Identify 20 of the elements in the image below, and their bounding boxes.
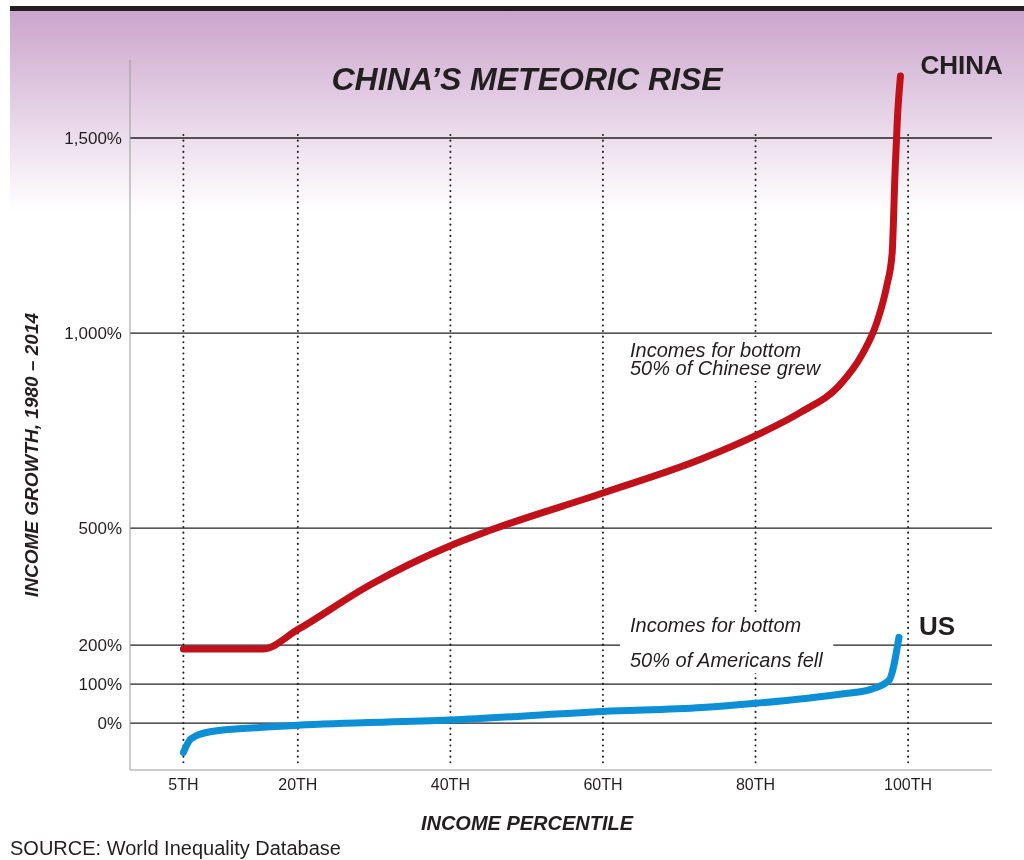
- y-axis-title: INCOME GROWTH, 1980 – 2014: [21, 312, 42, 598]
- x-tick-label: 20TH: [278, 776, 318, 793]
- x-tick-label: 60TH: [583, 776, 623, 793]
- annotation: Incomes for bottom 50% of Chinese grew: [630, 339, 822, 379]
- x-tick-label: 100TH: [884, 776, 933, 793]
- y-tick-label: 1,500%: [64, 128, 122, 148]
- series-label: US: [918, 611, 956, 642]
- y-tick-label: 1,000%: [64, 324, 122, 344]
- x-tick-label: 5TH: [168, 776, 199, 793]
- x-axis-title: INCOME PERCENTILE: [420, 812, 634, 834]
- x-tick-label: 40TH: [430, 776, 470, 793]
- y-tick-label: 100%: [78, 675, 122, 695]
- y-tick-label: 0%: [97, 714, 122, 734]
- y-tick-label: 200%: [78, 636, 122, 656]
- series-label: CHINA: [920, 49, 1004, 80]
- x-tick-label: 80TH: [735, 776, 776, 793]
- y-tick-label: 500%: [78, 519, 122, 539]
- chart-title: CHINA’S METEORIC RISE: [331, 61, 725, 97]
- source-note: SOURCE: World Inequality Database: [10, 837, 341, 859]
- annotation: Incomes for bottom 50% of Americans fell: [630, 614, 824, 671]
